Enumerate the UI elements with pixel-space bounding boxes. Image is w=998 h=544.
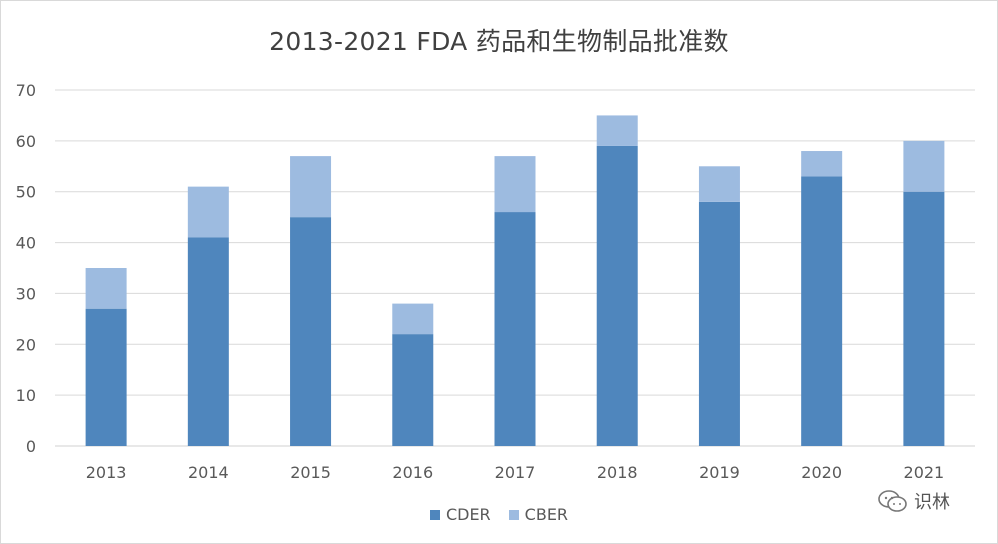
bar-cber <box>698 166 740 202</box>
x-tick-label: 2017 <box>495 463 536 482</box>
wechat-icon <box>878 490 907 512</box>
legend-swatch-cber <box>508 509 519 520</box>
y-tick-label: 70 <box>16 81 36 100</box>
bar-cder <box>85 308 127 446</box>
y-tick-label: 30 <box>16 284 36 303</box>
x-tick-label: 2016 <box>392 463 433 482</box>
x-tick-label: 2019 <box>699 463 740 482</box>
legend-item-cder: CDER <box>429 505 491 524</box>
bar-cber <box>187 186 229 238</box>
x-tick-label: 2018 <box>597 463 638 482</box>
bar-cder <box>494 212 536 446</box>
bar-cder <box>187 237 229 446</box>
bar-cder <box>290 217 332 446</box>
bar-cber <box>596 115 638 146</box>
legend: CDER CBER <box>0 505 998 524</box>
x-tick-label: 2014 <box>188 463 229 482</box>
watermark: 识林 <box>878 488 950 514</box>
bar-cber <box>494 156 536 213</box>
bar-cder <box>698 201 740 446</box>
y-tick-label: 60 <box>16 132 36 151</box>
y-tick-label: 40 <box>16 234 36 253</box>
chart-title: 2013-2021 FDA 药品和生物制品批准数 <box>269 27 729 56</box>
bar-cber <box>392 303 434 335</box>
bar-cber <box>903 140 945 192</box>
bar-cber <box>85 268 127 309</box>
bar-cder <box>392 334 434 446</box>
y-tick-label: 10 <box>16 386 36 405</box>
y-tick-label: 0 <box>26 437 36 456</box>
y-tick-label: 20 <box>16 335 36 354</box>
bar-cber <box>801 151 843 177</box>
y-tick-label: 50 <box>16 183 36 202</box>
bar-cder <box>903 191 945 446</box>
legend-swatch-cder <box>429 509 440 520</box>
x-tick-label: 2021 <box>904 463 945 482</box>
legend-item-cber: CBER <box>508 505 569 524</box>
bar-cder <box>801 176 843 446</box>
x-tick-label: 2015 <box>290 463 331 482</box>
x-tick-label: 2013 <box>86 463 127 482</box>
bar-cder <box>596 145 638 446</box>
legend-label-cber: CBER <box>524 505 569 524</box>
x-tick-label: 2020 <box>801 463 842 482</box>
watermark-text: 识林 <box>914 492 950 513</box>
bar-cber <box>290 156 332 218</box>
legend-label-cder: CDER <box>445 505 491 524</box>
